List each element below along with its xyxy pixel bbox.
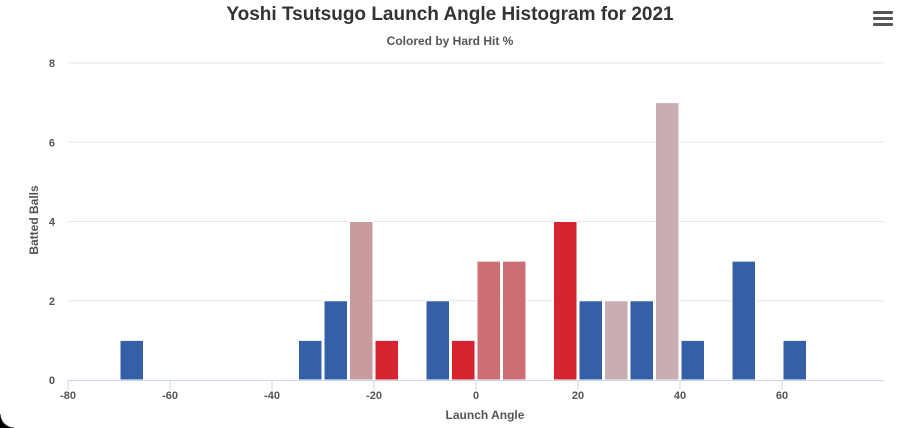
y-tick-label: 2 — [49, 296, 55, 308]
x-tick-label: -60 — [162, 390, 178, 402]
chart-subtitle: Colored by Hard Hit % — [386, 34, 514, 48]
screen-corner — [0, 414, 14, 428]
histogram-bar — [323, 300, 348, 381]
histogram-bar — [502, 260, 527, 381]
histogram-bar — [629, 300, 654, 381]
histogram-bar — [655, 102, 680, 381]
hamburger-menu-icon[interactable] — [870, 8, 896, 30]
histogram-bar — [553, 221, 578, 381]
y-tick-label: 8 — [49, 58, 55, 70]
x-tick-label: 0 — [473, 390, 479, 402]
histogram-bar — [604, 300, 629, 381]
chart-title: Yoshi Tsutsugo Launch Angle Histogram fo… — [226, 4, 674, 25]
x-axis-label: Launch Angle — [445, 408, 525, 422]
x-tick-label: 40 — [674, 390, 686, 402]
y-tick-label: 0 — [49, 375, 55, 387]
y-tick-label: 6 — [49, 137, 55, 149]
histogram-bar — [374, 339, 399, 381]
histogram-bar — [451, 339, 476, 381]
histogram-bar — [298, 339, 323, 381]
x-tick-label: -80 — [60, 390, 76, 402]
histogram-bar — [349, 221, 374, 381]
histogram-bar — [578, 300, 603, 381]
histogram-bar — [680, 339, 705, 381]
histogram-bar — [731, 260, 756, 381]
histogram-bar — [476, 260, 501, 381]
histogram-bar — [425, 300, 450, 381]
histogram-bar — [119, 339, 144, 381]
histogram-bar — [782, 339, 807, 381]
x-tick-label: 60 — [776, 390, 788, 402]
x-tick-label: 20 — [572, 390, 584, 402]
x-tick-label: -40 — [264, 390, 280, 402]
y-tick-label: 4 — [49, 217, 56, 229]
x-tick-label: -20 — [366, 390, 382, 402]
